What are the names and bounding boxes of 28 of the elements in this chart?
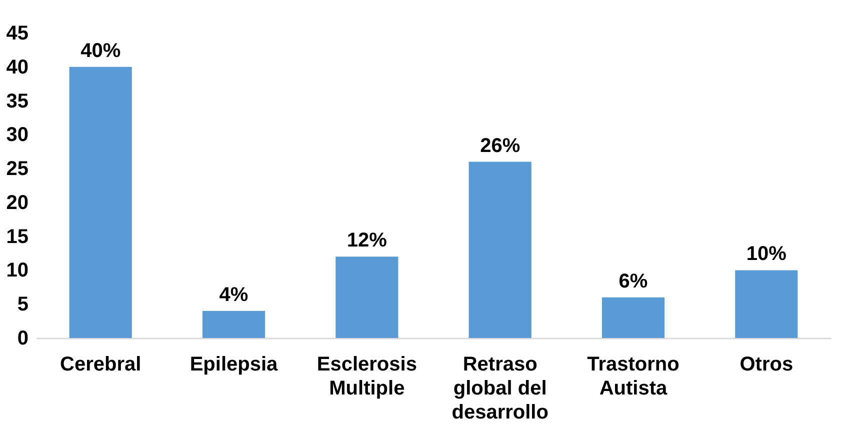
y-tick-label: 20: [6, 192, 28, 214]
y-tick-label: 45: [6, 22, 28, 44]
x-tick-label: Cerebral: [60, 354, 142, 376]
x-tick-label: Trastorno Autista: [587, 354, 680, 400]
x-tick-label: Retraso global del desarrollo: [452, 354, 548, 424]
y-tick-label: 0: [17, 328, 28, 350]
data-label: 10%: [746, 243, 787, 266]
data-label: 12%: [346, 230, 388, 252]
y-tick-label: 25: [6, 158, 28, 180]
bar: [69, 66, 132, 338]
bar: [602, 297, 665, 338]
y-tick-label: 5: [17, 294, 28, 316]
data-label: 4%: [219, 284, 248, 306]
data-label: 40%: [80, 40, 121, 62]
x-tick-label: Otros: [740, 354, 794, 376]
data-label: 6%: [618, 270, 648, 292]
y-tick-label: 15: [6, 226, 28, 248]
y-tick-label: 40: [6, 56, 28, 78]
x-tick-label: Epilepsia: [190, 354, 279, 376]
y-tick-label: 35: [6, 90, 28, 112]
bar: [336, 256, 398, 338]
y-tick-label: 30: [6, 124, 28, 146]
y-tick-label: 10: [6, 260, 28, 282]
bar: [468, 162, 532, 338]
bar: [735, 270, 798, 338]
x-tick-label: Esclerosis Multiple: [316, 354, 417, 400]
bar: [202, 310, 266, 338]
data-label: 26%: [480, 134, 520, 157]
